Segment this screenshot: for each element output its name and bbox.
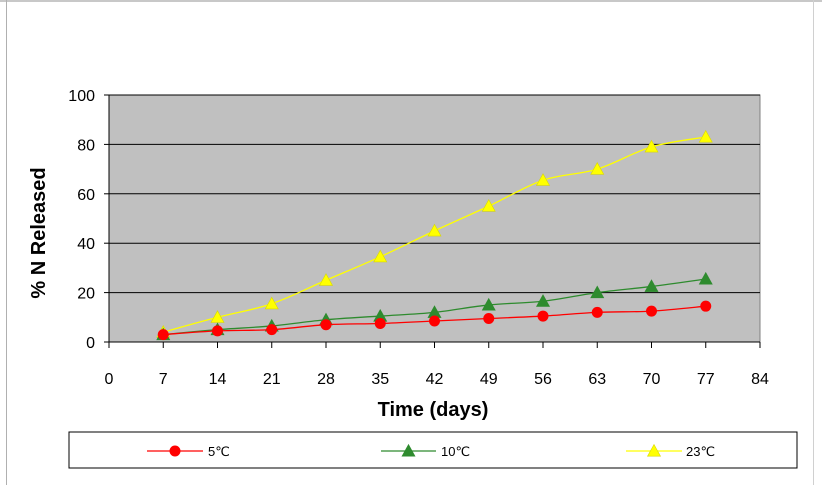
x-tick-label-0: 0 bbox=[105, 371, 114, 388]
legend: 5℃ 10℃ 23℃ bbox=[68, 431, 798, 469]
data-point-s1-70 bbox=[646, 305, 657, 317]
y-tick-label-100: 100 bbox=[68, 88, 95, 105]
legend-label-2: 10℃ bbox=[441, 444, 470, 459]
legend-marker-3 bbox=[646, 443, 662, 457]
data-point-s3-77 bbox=[698, 129, 713, 143]
data-point-s2-70 bbox=[644, 279, 659, 292]
data-point-s3-70 bbox=[644, 139, 659, 153]
data-point-s2-63 bbox=[590, 285, 605, 299]
plot-area bbox=[108, 94, 761, 343]
y-tick-label-0: 0 bbox=[86, 335, 95, 352]
y-axis-title: % N Released bbox=[28, 167, 50, 298]
plot-background bbox=[108, 94, 761, 343]
data-point-s3-63 bbox=[590, 161, 605, 175]
y-tick-label-40: 40 bbox=[77, 236, 95, 253]
x-tick-label-56: 56 bbox=[534, 371, 552, 388]
x-tick-label-14: 14 bbox=[209, 371, 227, 388]
data-point-s1-63 bbox=[591, 306, 603, 318]
data-point-s1-14 bbox=[212, 325, 223, 337]
x-tick-label-49: 49 bbox=[480, 371, 498, 388]
data-point-s2-77 bbox=[698, 271, 713, 285]
data-point-s3-28 bbox=[318, 273, 334, 286]
data-point-s1-49 bbox=[483, 313, 495, 325]
data-point-s3-42 bbox=[427, 223, 442, 237]
x-tick-label-42: 42 bbox=[426, 371, 444, 388]
x-axis-title: Time (days) bbox=[378, 399, 489, 421]
x-tick-label-35: 35 bbox=[371, 371, 389, 388]
x-tick-label-63: 63 bbox=[588, 371, 606, 388]
data-point-s1-42 bbox=[429, 315, 440, 327]
series-layer bbox=[156, 129, 713, 341]
grid-lines bbox=[109, 94, 760, 294]
data-point-s2-56 bbox=[535, 294, 551, 307]
series-1 bbox=[157, 300, 712, 341]
data-point-s1-56 bbox=[537, 310, 549, 322]
legend-box bbox=[68, 431, 798, 469]
data-point-s3-49 bbox=[481, 199, 496, 212]
legend-marker-2 bbox=[401, 443, 416, 457]
y-tick-label-80: 80 bbox=[77, 137, 95, 154]
legend-label-3: 23℃ bbox=[686, 444, 715, 459]
series-2 bbox=[156, 271, 713, 341]
legend-label-1: 5℃ bbox=[208, 444, 230, 459]
data-point-s3-35 bbox=[373, 249, 388, 263]
frame-border-left bbox=[6, 0, 7, 485]
data-point-s3-21 bbox=[264, 296, 279, 310]
data-point-s1-7 bbox=[157, 329, 169, 341]
tick-labels: 0 20 40 60 80 100 0 7 14 21 28 35 42 49 56 63 70 77 84 bbox=[68, 88, 769, 388]
y-tick-label-20: 20 bbox=[77, 286, 95, 303]
axes bbox=[104, 94, 761, 348]
x-tick-label-28: 28 bbox=[317, 371, 335, 388]
x-tick-label-21: 21 bbox=[263, 371, 281, 388]
legend-marker-1 bbox=[169, 445, 181, 457]
x-tick-label-7: 7 bbox=[159, 371, 168, 388]
x-tick-label-84: 84 bbox=[751, 371, 769, 388]
data-point-s1-28 bbox=[320, 319, 332, 331]
y-tick-label-60: 60 bbox=[77, 187, 95, 204]
data-point-s3-14 bbox=[210, 310, 225, 323]
data-point-s1-77 bbox=[700, 300, 712, 312]
x-tick-label-77: 77 bbox=[697, 371, 715, 388]
frame-border-top bbox=[0, 0, 822, 2]
data-point-s1-21 bbox=[266, 324, 278, 336]
data-point-s3-56 bbox=[535, 173, 551, 186]
x-tick-label-70: 70 bbox=[643, 371, 661, 388]
frame-border-right bbox=[813, 0, 814, 485]
data-point-s2-49 bbox=[481, 297, 496, 311]
data-point-s1-35 bbox=[374, 317, 386, 329]
